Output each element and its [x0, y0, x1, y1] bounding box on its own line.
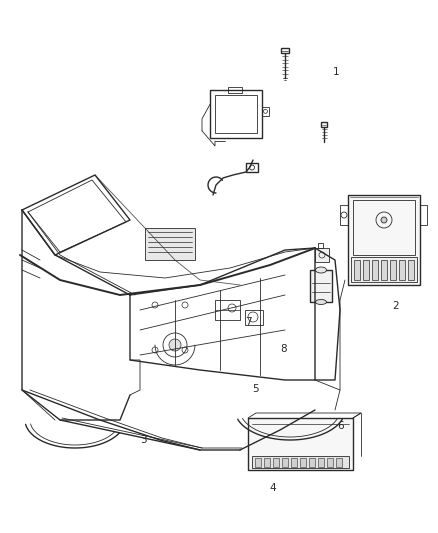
- Text: 6: 6: [337, 422, 344, 431]
- Bar: [262, 107, 269, 116]
- Bar: [210, 90, 262, 138]
- Bar: [315, 248, 329, 262]
- Bar: [399, 260, 405, 280]
- Ellipse shape: [315, 267, 326, 273]
- Bar: [248, 418, 353, 470]
- Bar: [372, 260, 378, 280]
- Bar: [215, 95, 257, 133]
- Bar: [228, 87, 242, 93]
- Bar: [348, 195, 420, 285]
- Bar: [340, 205, 348, 225]
- Text: 7: 7: [245, 318, 252, 327]
- Bar: [351, 257, 417, 282]
- Bar: [282, 458, 288, 467]
- Text: 1: 1: [333, 67, 339, 77]
- Text: 8: 8: [280, 344, 287, 354]
- Bar: [336, 458, 342, 467]
- Bar: [273, 458, 279, 467]
- Bar: [354, 260, 360, 280]
- Bar: [291, 458, 297, 467]
- Text: 5: 5: [252, 384, 258, 394]
- Bar: [363, 260, 369, 280]
- Bar: [246, 163, 258, 172]
- Bar: [252, 456, 349, 468]
- Bar: [309, 458, 315, 467]
- Text: 4: 4: [269, 483, 276, 492]
- Bar: [353, 200, 415, 255]
- Bar: [321, 122, 327, 127]
- Bar: [408, 260, 414, 280]
- Bar: [327, 458, 333, 467]
- Bar: [300, 458, 306, 467]
- Bar: [381, 260, 387, 280]
- Bar: [318, 243, 323, 248]
- Bar: [420, 205, 427, 225]
- Bar: [310, 270, 332, 302]
- Bar: [264, 458, 270, 467]
- Bar: [281, 48, 289, 53]
- Bar: [318, 458, 324, 467]
- Bar: [145, 228, 195, 260]
- Text: 3: 3: [140, 435, 147, 445]
- Circle shape: [381, 217, 387, 223]
- Text: 2: 2: [392, 302, 399, 311]
- Bar: [390, 260, 396, 280]
- Bar: [255, 458, 261, 467]
- Bar: [245, 310, 263, 325]
- Circle shape: [169, 339, 181, 351]
- Ellipse shape: [315, 300, 326, 304]
- Bar: [215, 300, 240, 320]
